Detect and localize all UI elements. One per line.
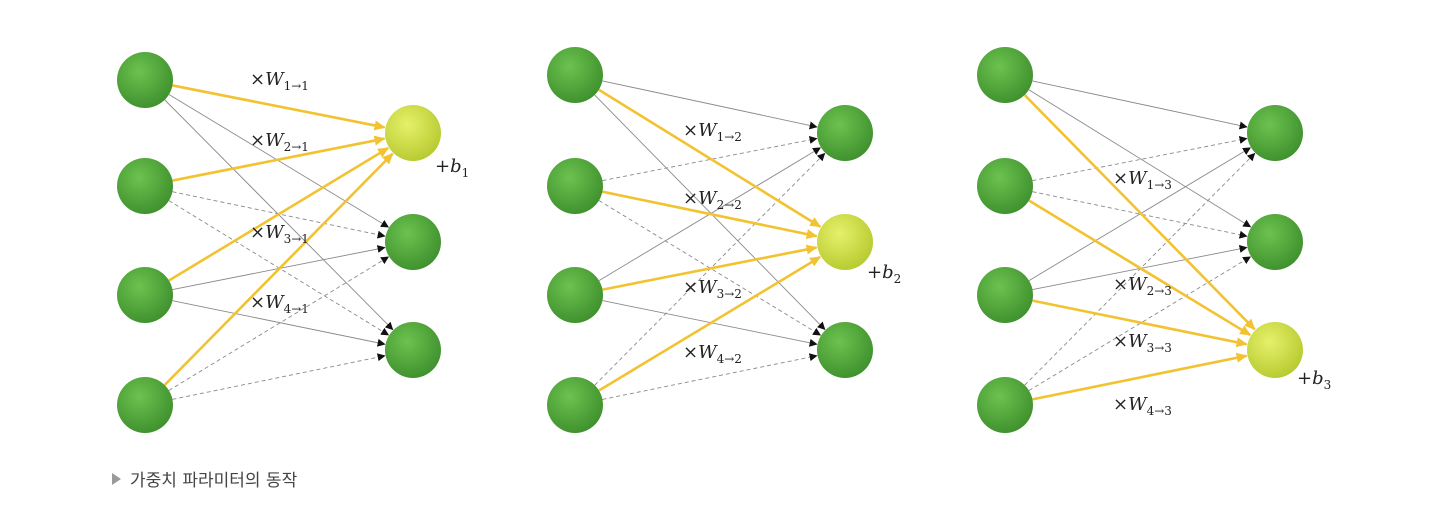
input-node-2	[977, 158, 1033, 214]
edge-1-to-1	[1032, 80, 1248, 130]
edges-inactive	[1024, 80, 1256, 391]
active-edge-3-to-1	[168, 146, 390, 282]
weight-label-3: ×W3→1	[250, 222, 309, 246]
input-node-1	[977, 47, 1033, 103]
output-node-3	[385, 322, 441, 378]
active-edge-2-to-2	[602, 190, 818, 239]
active-edge-1-to-1	[172, 84, 386, 131]
edge-1-to-2	[1028, 89, 1252, 228]
network-panel-1: ×W1→1 ×W2→1 ×W3→1 ×W4→1 +b1	[117, 52, 469, 433]
input-node-2	[117, 158, 173, 214]
active-edge-1-to-2	[598, 88, 822, 228]
edge-1-to-3	[594, 94, 826, 331]
input-node-2	[547, 158, 603, 214]
edge-2-to-2	[1032, 191, 1248, 239]
weight-label-2: ×W2→1	[250, 130, 309, 154]
weight-label-3: ×W3→2	[683, 277, 742, 301]
edge-1-to-1	[602, 80, 818, 130]
weight-label-1: ×W1→2	[683, 120, 742, 144]
active-edge-3-to-3	[1032, 299, 1248, 348]
weight-label-4: ×W4→3	[1113, 394, 1172, 418]
weight-label-1: ×W1→3	[1113, 168, 1172, 192]
output-node-3	[817, 322, 873, 378]
input-node-4	[977, 377, 1033, 433]
active-output-node	[1247, 322, 1303, 378]
weight-label-2: ×W2→2	[683, 188, 742, 212]
active-edge-1-to-3	[1023, 94, 1256, 331]
active-edge-3-to-2	[602, 244, 818, 291]
output-node-1	[1247, 105, 1303, 161]
edge-3-to-1	[1028, 147, 1251, 281]
active-edge-4-to-3	[1032, 352, 1248, 401]
figure-caption: 가중치 파라미터의 동작	[112, 466, 297, 491]
input-node-3	[977, 267, 1033, 323]
edges-active	[1023, 94, 1256, 401]
network-panel-2: ×W1→2 ×W2→2 ×W3→2 ×W4→2 +b2	[547, 47, 901, 433]
edges-active	[163, 84, 394, 386]
edge-4-to-2	[1028, 256, 1252, 391]
input-node-4	[547, 377, 603, 433]
active-edge-2-to-3	[1028, 199, 1252, 337]
bias-label: +b2	[867, 262, 901, 286]
input-node-4	[117, 377, 173, 433]
edges-active	[598, 88, 822, 392]
bias-label: +b1	[435, 156, 469, 180]
weight-label-4: ×W4→1	[250, 292, 309, 316]
active-edge-4-to-1	[163, 152, 394, 386]
output-node-1	[817, 105, 873, 161]
weight-label-1: ×W1→1	[250, 69, 309, 93]
weight-label-4: ×W4→2	[683, 342, 742, 366]
edge-3-to-3	[172, 300, 386, 347]
active-edge-2-to-1	[172, 135, 386, 182]
weight-label-3: ×W3→3	[1113, 331, 1172, 355]
active-edge-4-to-2	[598, 255, 822, 392]
output-node-2	[1247, 214, 1303, 270]
active-output-node	[817, 214, 873, 270]
weight-label-2: ×W2→3	[1113, 274, 1172, 298]
edge-4-to-2	[168, 256, 390, 391]
active-output-node	[385, 105, 441, 161]
edge-4-to-3	[172, 353, 386, 400]
input-node-1	[117, 52, 173, 108]
play-triangle-icon	[112, 472, 121, 485]
caption-text: 가중치 파라미터의 동작	[130, 471, 298, 491]
edge-2-to-1	[602, 136, 818, 182]
edge-4-to-1	[1024, 152, 1256, 386]
bias-label: +b3	[1297, 368, 1331, 392]
input-node-3	[117, 267, 173, 323]
input-node-3	[547, 267, 603, 323]
edge-4-to-3	[602, 353, 818, 400]
edge-2-to-1	[1032, 136, 1248, 182]
network-panel-3: ×W1→3 ×W2→3 ×W3→3 ×W4→3 +b3	[977, 47, 1331, 433]
input-node-1	[547, 47, 603, 103]
output-node-2	[385, 214, 441, 270]
